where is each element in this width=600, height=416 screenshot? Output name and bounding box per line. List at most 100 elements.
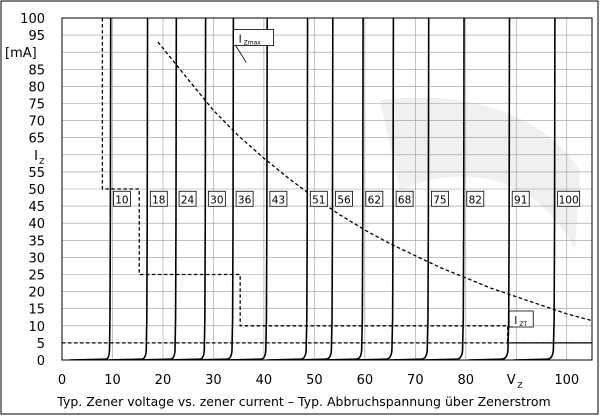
x-tick-label: 80 [458,373,475,388]
zener-label-box [207,190,226,207]
grid [62,18,592,360]
zener-label-box [269,190,288,207]
zener-label-text: 91 [514,194,527,206]
series-label-main: I [514,315,517,327]
zener-curve-91 [468,18,511,360]
zener-label-10: 10 [113,190,131,207]
series-label-main: I [239,34,242,46]
x-tick-label: 0 [58,373,66,388]
zener-curve-100 [513,18,556,360]
x-axis-label-sub: Z [517,381,523,390]
zener-label-43: 43 [269,190,288,207]
zener-curves [69,18,556,360]
y-tick-label: 80 [28,80,45,95]
series-izt [101,18,592,344]
y-tick-label: 35 [28,234,45,249]
zener-label-box [235,190,254,207]
y-tick-label: 10 [28,320,45,335]
zener-label-text: 24 [181,194,195,206]
series-label-izmax: I Zmax [233,29,275,63]
zener-label-box [511,190,530,207]
y-tick-label: 100 [20,12,45,27]
y-axis-label: I [34,149,38,164]
series-lines [62,18,592,344]
zener-label-75: 75 [431,190,449,207]
zener-label-56: 56 [335,190,353,207]
y-tick-label: 45 [28,200,45,215]
zener-label-62: 62 [365,190,384,207]
zener-label-text: 43 [272,194,285,206]
zener-label-text: 82 [469,194,482,206]
plot-border [61,17,593,361]
series-label-izt: I ZT [508,310,534,328]
zener-label-box [149,190,168,207]
zener-label-box [335,190,353,207]
zener-label-text: 62 [368,194,381,206]
x-tick-label: 10 [104,373,121,388]
zener-label-box [113,190,131,207]
zener-curve-56 [291,18,334,360]
series-izmax [157,41,592,322]
y-tick-label: 65 [28,132,45,147]
y-tick-label: 25 [28,269,45,284]
zener-label-box [557,190,581,207]
zener-label-18: 18 [149,190,168,207]
zener-label-text: 75 [433,194,446,206]
zener-label-text: 10 [115,194,128,206]
series-leader [235,45,247,63]
zener-label-box [431,190,449,207]
x-tick-label: 100 [554,373,579,388]
zener-label-box [466,190,485,207]
y-tick-label: 55 [28,166,45,181]
zener-curve-82 [422,18,465,360]
zener-label-box [395,190,414,207]
x-tick-label: 70 [407,373,424,388]
zener-label-box [178,190,197,207]
zener-label-text: 56 [337,194,351,206]
zener-label-text: 68 [398,194,411,206]
zener-label-text: 18 [152,194,165,206]
zener-label-82: 82 [466,190,485,207]
series-label-sub: Zmax [244,40,262,47]
watermark-shape [380,97,580,250]
zener-curve-62 [321,18,364,360]
y-tick-label: 70 [28,115,45,130]
x-axis-label: V [507,373,516,388]
zener-label-text: 100 [559,194,579,206]
zener-curve-36 [192,18,235,360]
y-tick-label: 40 [28,217,45,232]
y-tick-label: 75 [28,98,45,113]
zener-label-text: 51 [312,194,325,206]
zener-label-100: 100 [557,190,581,207]
x-tick-label: 20 [155,373,172,388]
y-axis-unit: [mA] [5,46,37,61]
y-tick-label: 5 [37,337,45,352]
x-tick-label: 40 [256,373,273,388]
zener-curve-10 [69,18,112,360]
series-label-sub: ZT [519,321,527,328]
zener-curve-75 [387,18,430,360]
zener-curve-43 [226,18,268,360]
zener-label-24: 24 [178,190,197,207]
zener-label-36: 36 [235,190,254,207]
y-tick-label: 30 [28,251,45,266]
zener-curve-68 [352,18,395,360]
x-tick-label: 30 [205,373,222,388]
zener-label-68: 68 [395,190,414,207]
zener-label-30: 30 [207,190,226,207]
zener-label-box [365,190,384,207]
zener-label-91: 91 [511,190,530,207]
y-tick-label: 15 [28,303,45,318]
y-tick-label: 0 [37,354,45,369]
zener-label-text: 36 [238,194,252,206]
zener-label-box [309,190,328,207]
x-tick-label: 60 [357,373,374,388]
y-tick-label: 95 [28,29,45,44]
x-tick-label: 50 [306,373,323,388]
y-tick-label: 20 [28,286,45,301]
